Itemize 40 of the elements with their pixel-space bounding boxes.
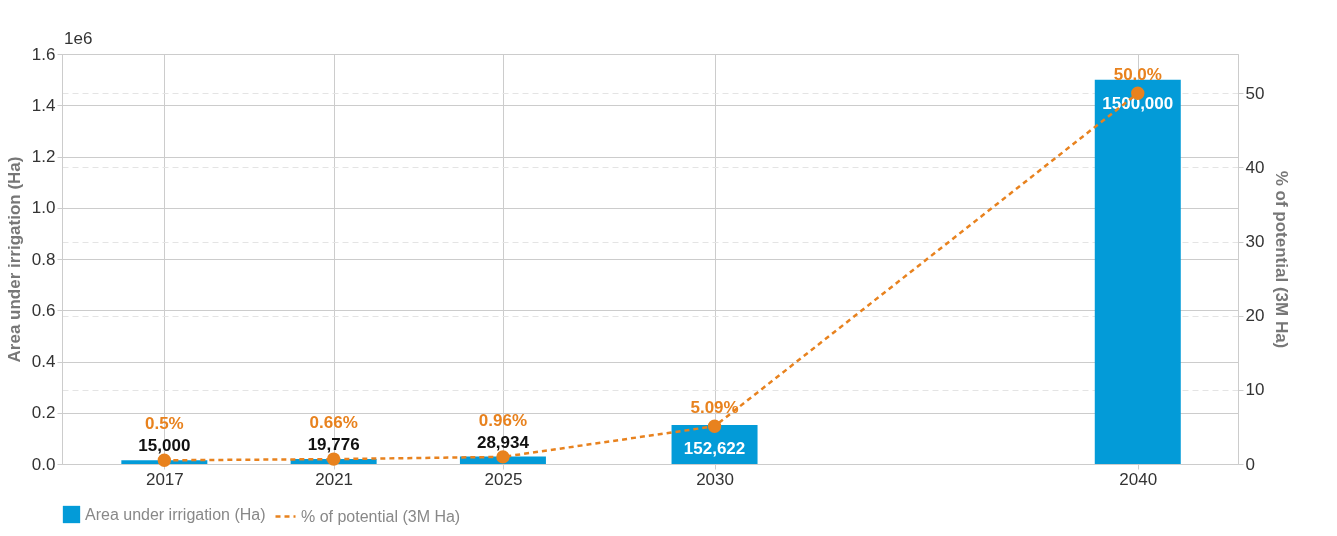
y-tick-label: 0.8 bbox=[31, 249, 56, 269]
point bbox=[326, 452, 341, 466]
y-tick-label: 1.4 bbox=[31, 95, 56, 115]
y-tick-label: 0.4 bbox=[31, 352, 56, 371]
y-tick-label: 1.2 bbox=[31, 147, 56, 166]
y-tick-label: 1.0 bbox=[31, 198, 56, 218]
x-tick-label: 2025 bbox=[484, 469, 523, 489]
data-label: 5.09% bbox=[690, 398, 739, 418]
annotation: 152,622 bbox=[683, 438, 746, 458]
annotation: 28,934 bbox=[476, 432, 530, 452]
y2-tick-label: 50 bbox=[1245, 83, 1265, 103]
y2-tick-label: 20 bbox=[1245, 306, 1265, 326]
legend-label: % of potential (3M Ha) bbox=[301, 507, 461, 525]
annotation: 1500,000 bbox=[1102, 93, 1174, 113]
point bbox=[707, 419, 722, 433]
y-tick-label: 1.6 bbox=[31, 44, 56, 64]
point bbox=[496, 450, 510, 464]
y2-tick-label: 0 bbox=[1245, 454, 1255, 474]
data-label: 0.66% bbox=[309, 413, 358, 433]
y-tick-label: 0.0 bbox=[31, 454, 56, 474]
data-label: 0.5% bbox=[144, 414, 184, 434]
annotation: 15,000 bbox=[138, 436, 191, 456]
y2-tick-label: 10 bbox=[1245, 380, 1265, 400]
y-axis-title: Area under irrigation (Ha) bbox=[4, 156, 24, 363]
y2-tick-label: 40 bbox=[1245, 157, 1265, 177]
x-tick-label: 2040 bbox=[1119, 469, 1158, 489]
y-tick-label: 0.2 bbox=[31, 403, 56, 423]
legend-label: Area under irrigation (Ha) bbox=[85, 505, 266, 523]
y2-axis-title: % of potential (3M Ha) bbox=[1272, 170, 1292, 349]
data-label: 50.0% bbox=[1113, 65, 1162, 85]
annotation: 19,776 bbox=[307, 434, 360, 454]
x-tick-label: 2030 bbox=[696, 469, 734, 489]
x-tick-label: 2021 bbox=[315, 469, 354, 489]
bar bbox=[1094, 79, 1181, 464]
text: 1e6 bbox=[64, 29, 93, 48]
y-tick-label: 0.6 bbox=[31, 300, 56, 320]
y2-tick-label: 30 bbox=[1245, 232, 1265, 252]
x-tick-label: 2017 bbox=[145, 469, 184, 489]
data-label: 0.96% bbox=[478, 410, 528, 430]
point bbox=[157, 453, 172, 467]
